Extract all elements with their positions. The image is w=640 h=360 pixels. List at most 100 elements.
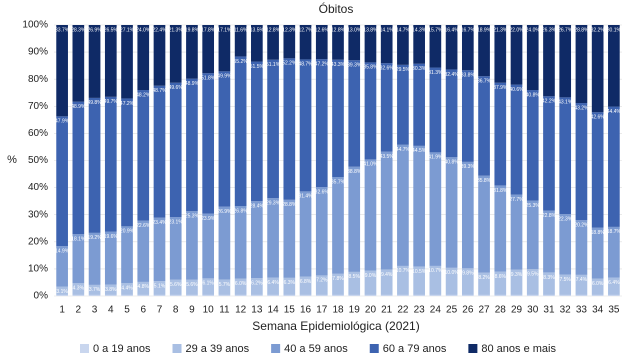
bar-segment bbox=[332, 273, 344, 295]
x-axis-title: Semana Epidemiológica (2021) bbox=[252, 319, 419, 333]
bar-segment bbox=[121, 98, 133, 227]
bar-segment bbox=[153, 217, 166, 282]
value-label: 18.9% bbox=[477, 27, 492, 33]
x-tick-label: 6 bbox=[140, 305, 146, 316]
value-label: 48.9% bbox=[185, 81, 200, 87]
bar-segment bbox=[461, 268, 474, 295]
value-label: 6.0% bbox=[235, 281, 247, 287]
bar-segment bbox=[315, 294, 328, 296]
bar-segment bbox=[202, 294, 215, 296]
bar-segment bbox=[478, 175, 490, 273]
x-tick-label: 14 bbox=[268, 305, 280, 316]
bar-segment bbox=[104, 25, 117, 97]
value-label: 44.7% bbox=[396, 147, 411, 153]
bar-segment bbox=[153, 281, 166, 295]
bar-segment bbox=[591, 112, 604, 228]
value-label: 7.4% bbox=[576, 277, 588, 283]
legend-label: 60 a 79 anos bbox=[383, 343, 447, 355]
bar-segment bbox=[104, 231, 117, 285]
value-label: 6.8% bbox=[300, 279, 312, 285]
value-label: 28.8% bbox=[282, 202, 297, 208]
x-tick-label: 30 bbox=[527, 305, 539, 316]
value-label: 6.3% bbox=[284, 280, 296, 286]
value-label: 26.9% bbox=[217, 209, 232, 215]
value-label: 49.7% bbox=[104, 99, 119, 105]
value-label: 43.5% bbox=[380, 154, 395, 160]
value-label: 14.3% bbox=[412, 27, 427, 33]
bar-segment bbox=[445, 294, 458, 296]
bar-segment bbox=[526, 90, 539, 201]
value-label: 22.3% bbox=[558, 216, 573, 222]
bar-segment bbox=[526, 25, 539, 91]
bar-segment bbox=[56, 246, 68, 287]
x-tick-label: 17 bbox=[316, 305, 328, 316]
bar-segment bbox=[315, 25, 328, 60]
value-label: 20.2% bbox=[574, 222, 589, 228]
bar-segment bbox=[169, 279, 182, 295]
legend-label: 0 a 19 anos bbox=[93, 343, 151, 355]
value-label: 55.2% bbox=[234, 59, 249, 65]
bar-segment bbox=[251, 201, 263, 279]
bar-segment bbox=[413, 145, 425, 267]
bar-segment bbox=[429, 294, 442, 296]
bar-segment bbox=[186, 211, 198, 280]
value-label: 9.4% bbox=[381, 272, 393, 278]
value-label: 11.6% bbox=[234, 27, 248, 33]
value-label: 49.8% bbox=[87, 100, 102, 106]
value-label: 32.2% bbox=[591, 27, 606, 33]
value-label: 26.7% bbox=[558, 27, 573, 33]
value-label: 3.8% bbox=[105, 287, 117, 293]
bar-segment bbox=[348, 294, 361, 296]
bar-segment bbox=[56, 294, 68, 296]
x-tick-label: 26 bbox=[462, 305, 474, 316]
bar-segment bbox=[202, 213, 215, 279]
value-label: 17.8% bbox=[201, 27, 216, 33]
bar-segment bbox=[364, 294, 377, 296]
value-label: 15.7% bbox=[428, 27, 443, 33]
bar-segment bbox=[251, 278, 263, 295]
value-label: 22.4% bbox=[152, 27, 167, 33]
bar-segment bbox=[283, 199, 296, 278]
value-label: 12.8% bbox=[266, 27, 281, 33]
bar-segment bbox=[299, 294, 312, 296]
bar-segment bbox=[88, 294, 101, 296]
value-label: 47.2% bbox=[315, 61, 330, 67]
bar-segment bbox=[445, 69, 458, 158]
value-label: 32.6% bbox=[380, 66, 395, 72]
value-label: 21.3% bbox=[169, 27, 184, 33]
bar-segment bbox=[494, 185, 507, 272]
value-label: 14.1% bbox=[380, 27, 395, 33]
value-label: 40.8% bbox=[445, 160, 460, 166]
bar-segment bbox=[526, 294, 539, 296]
value-label: 39.3% bbox=[461, 164, 476, 170]
value-label: 41.0% bbox=[363, 162, 378, 168]
bar-segment bbox=[559, 274, 572, 295]
value-label: 26.5% bbox=[104, 27, 119, 33]
legend-swatch bbox=[80, 344, 89, 353]
bar-segment bbox=[251, 25, 263, 62]
value-label: 43.2% bbox=[574, 105, 589, 111]
bar-segment bbox=[104, 284, 117, 295]
bar-segment bbox=[575, 294, 588, 296]
value-label: 13.0% bbox=[347, 27, 362, 33]
value-label: 24.0% bbox=[526, 27, 541, 33]
value-label: 8.6% bbox=[495, 274, 507, 280]
legend-swatch bbox=[271, 344, 281, 353]
value-label: 35.8% bbox=[477, 178, 492, 184]
bar-segment bbox=[364, 159, 377, 271]
x-tick-label: 3 bbox=[92, 305, 98, 316]
value-label: 32.6% bbox=[315, 189, 330, 195]
value-label: 51.1% bbox=[266, 62, 281, 68]
bar-segment bbox=[299, 59, 312, 192]
bar-segment bbox=[510, 84, 523, 195]
value-label: 4.3% bbox=[73, 286, 85, 292]
value-label: 5.7% bbox=[219, 282, 231, 288]
bar-segment bbox=[218, 25, 231, 72]
bar-segment bbox=[251, 294, 263, 296]
bar-segment bbox=[543, 294, 555, 296]
bar-segment bbox=[397, 265, 409, 295]
value-label: 18.1% bbox=[71, 237, 86, 243]
value-label: 51.5% bbox=[250, 64, 265, 70]
value-label: 43.1% bbox=[558, 100, 573, 106]
